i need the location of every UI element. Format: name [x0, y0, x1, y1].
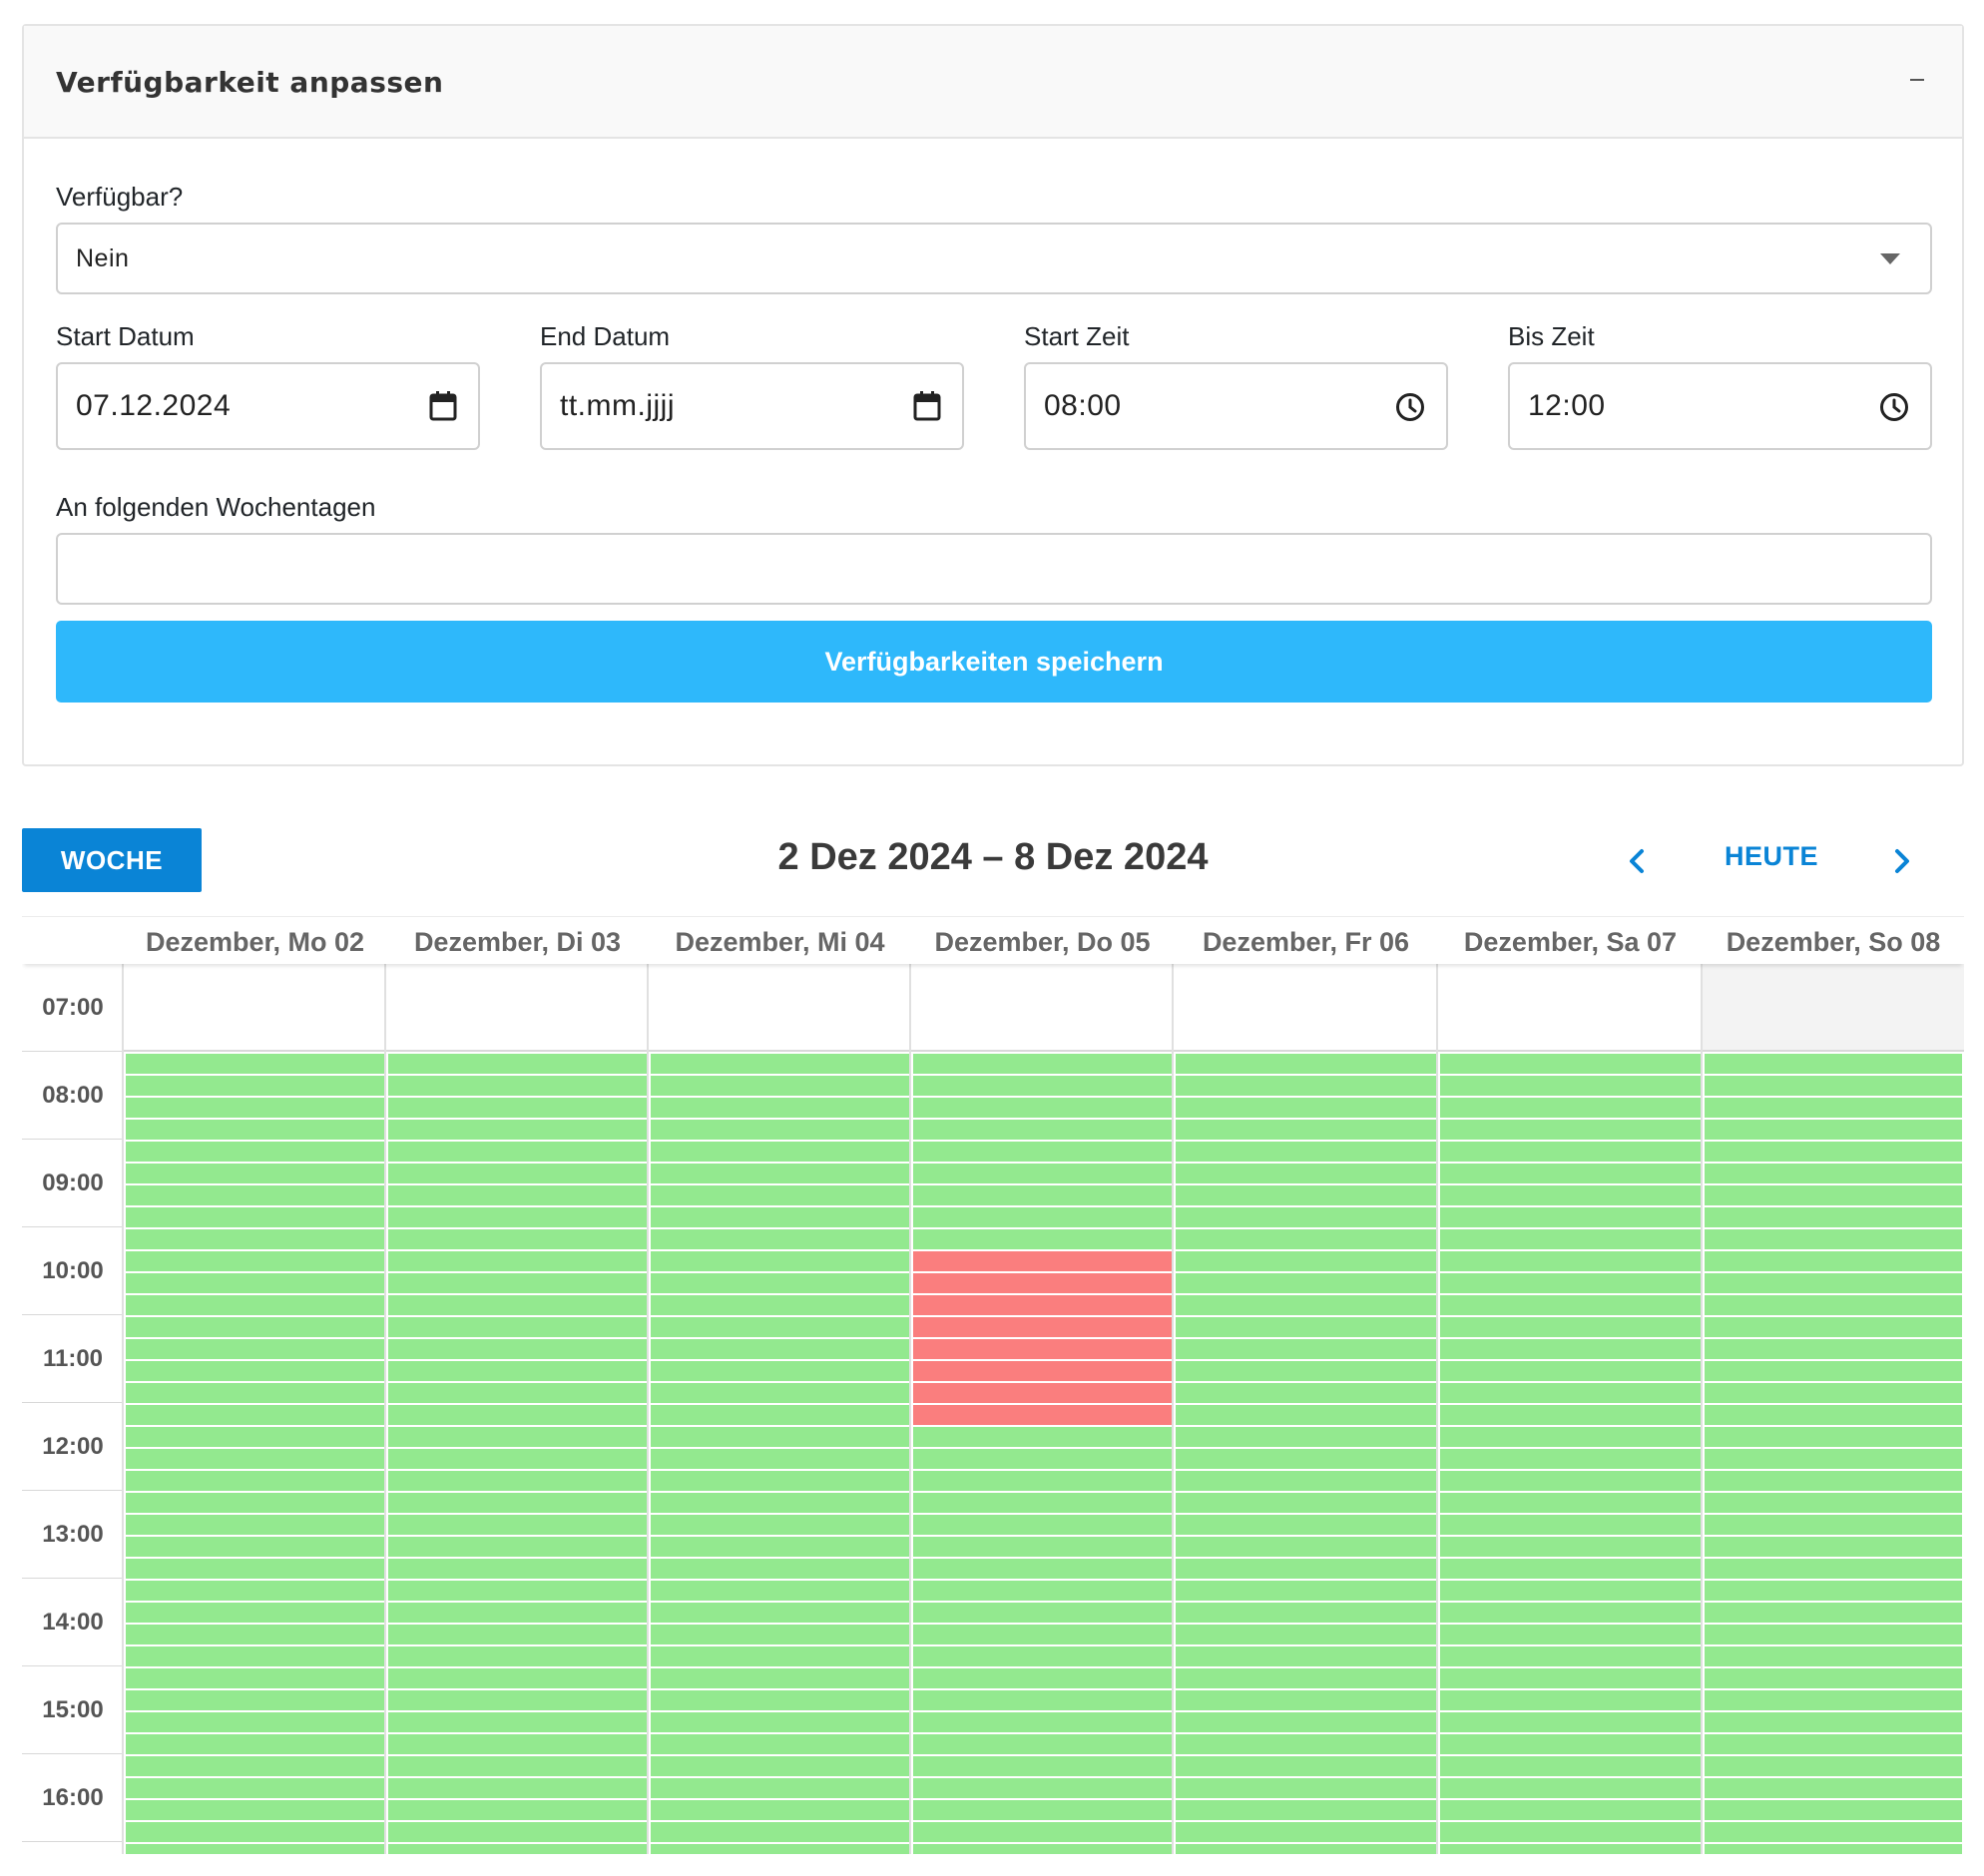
available-slots[interactable]: [126, 1054, 384, 1854]
slot-area: [388, 1054, 647, 1854]
available-slots[interactable]: [388, 1054, 647, 1854]
collapse-button[interactable]: [1906, 64, 1928, 86]
time-slot: 14:00: [22, 1579, 124, 1666]
unavailable-block[interactable]: [913, 1251, 1172, 1427]
chevron-right-icon[interactable]: [1884, 844, 1918, 878]
date-range-title: 2 Dez 2024 – 8 Dez 2024: [777, 836, 1209, 878]
time-label: 10:00: [42, 1257, 104, 1284]
end-date-placeholder: tt.mm.jjjj: [560, 389, 675, 422]
start-time-value: 08:00: [1044, 389, 1122, 422]
start-time-label: Start Zeit: [1024, 321, 1130, 351]
end-time-value: 12:00: [1528, 389, 1606, 422]
time-axis: 07:00 08:00 09:00 10:00 11:00 12:00 13:0…: [22, 964, 124, 1854]
time-slot: 11:00: [22, 1315, 124, 1403]
empty-hour-slot[interactable]: [1703, 964, 1964, 1052]
time-slot: 08:00: [22, 1052, 124, 1140]
time-label: 13:00: [42, 1521, 104, 1548]
availability-card: Verfügbarkeit anpassen Verfügbar? Nein S…: [22, 24, 1964, 766]
weekdays-label: An folgenden Wochentagen: [56, 492, 376, 522]
available-slots[interactable]: [1440, 1054, 1701, 1854]
empty-hour-slot[interactable]: [386, 964, 649, 1052]
day-column-mi[interactable]: [647, 964, 911, 1854]
day-header-mi: Dezember, Mi 04: [675, 927, 885, 957]
empty-hour-slot[interactable]: [1438, 964, 1703, 1052]
time-slot: 12:00: [22, 1403, 124, 1491]
save-availability-button[interactable]: Verfügbarkeiten speichern: [56, 621, 1932, 703]
day-header-do: Dezember, Do 05: [934, 927, 1151, 957]
time-label: 15:00: [42, 1696, 104, 1723]
available-slots[interactable]: [1705, 1054, 1962, 1854]
today-button[interactable]: HEUTE: [1724, 841, 1818, 871]
clock-icon[interactable]: [1878, 391, 1910, 423]
end-time-label: Bis Zeit: [1508, 321, 1595, 351]
time-label: 09:00: [42, 1170, 104, 1196]
slot-area: [1705, 1054, 1962, 1854]
time-label: 14:00: [42, 1609, 104, 1636]
chevron-down-icon: [1880, 253, 1900, 264]
week-view-button[interactable]: WOCHE: [22, 828, 202, 892]
available-select-value: Nein: [76, 244, 130, 272]
day-header-sa: Dezember, Sa 07: [1463, 927, 1678, 957]
time-slot: 13:00: [22, 1491, 124, 1579]
time-slot: 15:00: [22, 1666, 124, 1754]
available-slots[interactable]: [1176, 1054, 1436, 1854]
day-header-row: Dezember, Mo 02 Dezember, Di 03 Dezember…: [22, 916, 1964, 964]
start-date-value: 07.12.2024: [76, 389, 232, 422]
end-date-input[interactable]: tt.mm.jjjj: [540, 362, 964, 450]
empty-hour-slot[interactable]: [124, 964, 386, 1052]
time-label: 08:00: [42, 1082, 104, 1109]
day-header-so: Dezember, So 08: [1726, 927, 1941, 957]
card-header: Verfügbarkeit anpassen: [24, 26, 1962, 139]
time-slot: 09:00: [22, 1140, 124, 1227]
day-column-di[interactable]: [384, 964, 649, 1854]
time-label: 07:00: [42, 994, 104, 1021]
time-label: 12:00: [42, 1433, 104, 1460]
slot-area: [913, 1054, 1172, 1854]
slot-area: [126, 1054, 384, 1854]
end-time-input[interactable]: 12:00: [1508, 362, 1932, 450]
day-column-do[interactable]: [909, 964, 1174, 1854]
calendar-icon[interactable]: [428, 390, 458, 422]
weekdays-multiselect[interactable]: [56, 533, 1932, 605]
slot-area: [651, 1054, 909, 1854]
slot-area: [1176, 1054, 1436, 1854]
time-slot: 10:00: [22, 1227, 124, 1315]
calendar-icon[interactable]: [912, 390, 942, 422]
day-header-di: Dezember, Di 03: [413, 927, 622, 957]
time-label: 16:00: [42, 1784, 104, 1811]
week-calendar-grid: Dezember, Mo 02 Dezember, Di 03 Dezember…: [22, 916, 1964, 1854]
card-title: Verfügbarkeit anpassen: [56, 66, 444, 99]
day-column-fr[interactable]: [1172, 964, 1438, 1854]
available-slots[interactable]: [913, 1054, 1172, 1854]
available-select[interactable]: Nein: [56, 223, 1932, 294]
clock-icon[interactable]: [1394, 391, 1426, 423]
day-header-fr: Dezember, Fr 06: [1202, 927, 1410, 957]
empty-hour-slot[interactable]: [649, 964, 911, 1052]
time-slot: 07:00: [22, 964, 124, 1052]
day-column-sa[interactable]: [1436, 964, 1703, 1854]
start-time-input[interactable]: 08:00: [1024, 362, 1448, 450]
end-date-label: End Datum: [540, 321, 671, 351]
chevron-left-icon[interactable]: [1621, 844, 1655, 878]
day-column-so[interactable]: [1701, 964, 1964, 1854]
start-date-input[interactable]: 07.12.2024: [56, 362, 480, 450]
time-label: 11:00: [42, 1345, 104, 1372]
empty-hour-slot[interactable]: [1174, 964, 1438, 1052]
available-slots[interactable]: [651, 1054, 909, 1854]
empty-hour-slot[interactable]: [911, 964, 1174, 1052]
day-column-mo[interactable]: [122, 964, 386, 1854]
slot-area: [1440, 1054, 1701, 1854]
time-slot: 16:00: [22, 1754, 124, 1842]
available-label: Verfügbar?: [56, 182, 184, 212]
day-header-mo: Dezember, Mo 02: [145, 927, 365, 957]
start-date-label: Start Datum: [56, 321, 195, 351]
